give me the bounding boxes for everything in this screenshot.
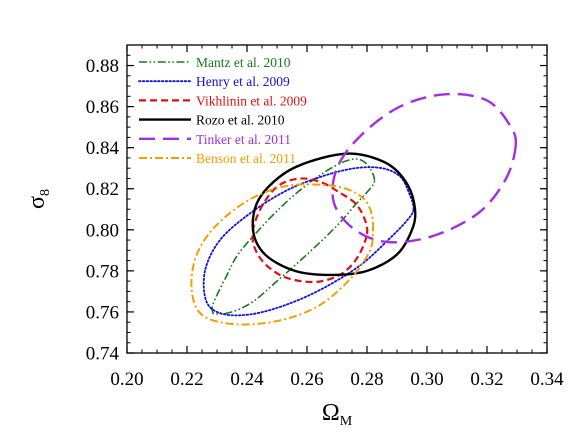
x-tick-label: 0.34: [530, 369, 564, 390]
legend-label: Tinker et al. 2011: [196, 132, 291, 147]
y-axis-label-main: σ: [24, 196, 50, 209]
x-tick-label: 0.32: [470, 369, 503, 390]
x-axis-label-sub: M: [340, 414, 353, 429]
x-tick-label: 0.30: [410, 369, 443, 390]
x-axis-label-main: Ω: [322, 400, 340, 426]
y-axis-label-sub: 8: [38, 189, 53, 196]
x-tick-label: 0.28: [350, 369, 383, 390]
x-tick-label: 0.22: [170, 369, 203, 390]
y-tick-label: 0.86: [86, 97, 119, 118]
x-tick-labels: 0.20 0.22 0.24 0.26 0.28 0.30 0.32 0.34: [110, 369, 564, 390]
x-tick-label: 0.20: [110, 369, 143, 390]
y-axis-label: σ8: [24, 189, 53, 209]
x-axis-label: ΩM: [322, 400, 353, 429]
legend-label: Mantz et al. 2010: [196, 55, 291, 70]
x-tick-label: 0.26: [290, 369, 323, 390]
legend-label: Benson et al. 2011: [196, 151, 296, 166]
ticks-layer: [126, 44, 548, 354]
legend-label: Henry et al. 2009: [196, 74, 290, 89]
y-tick-label: 0.80: [86, 220, 119, 241]
series-contour-1: [211, 158, 376, 315]
legend-label: Rozo et al. 2010: [196, 113, 285, 128]
y-tick-label: 0.74: [86, 344, 120, 365]
y-tick-label: 0.88: [86, 56, 119, 77]
y-tick-labels: 0.74 0.76 0.78 0.80 0.82 0.84 0.86 0.88: [86, 56, 120, 364]
series-contour-6: [190, 183, 375, 326]
y-tick-label: 0.76: [86, 302, 119, 323]
legend: Mantz et al. 2010 Henry et al. 2009 Vikhli…: [138, 55, 307, 166]
x-tick-label: 0.24: [230, 369, 264, 390]
series-contour-3: [251, 177, 369, 284]
legend-label: Vikhlinin et al. 2009: [196, 93, 307, 108]
y-tick-label: 0.82: [86, 179, 119, 200]
y-tick-label: 0.84: [86, 138, 120, 159]
y-tick-label: 0.78: [86, 261, 119, 282]
series-contour-4: [251, 152, 417, 277]
series-layer: [190, 92, 518, 326]
